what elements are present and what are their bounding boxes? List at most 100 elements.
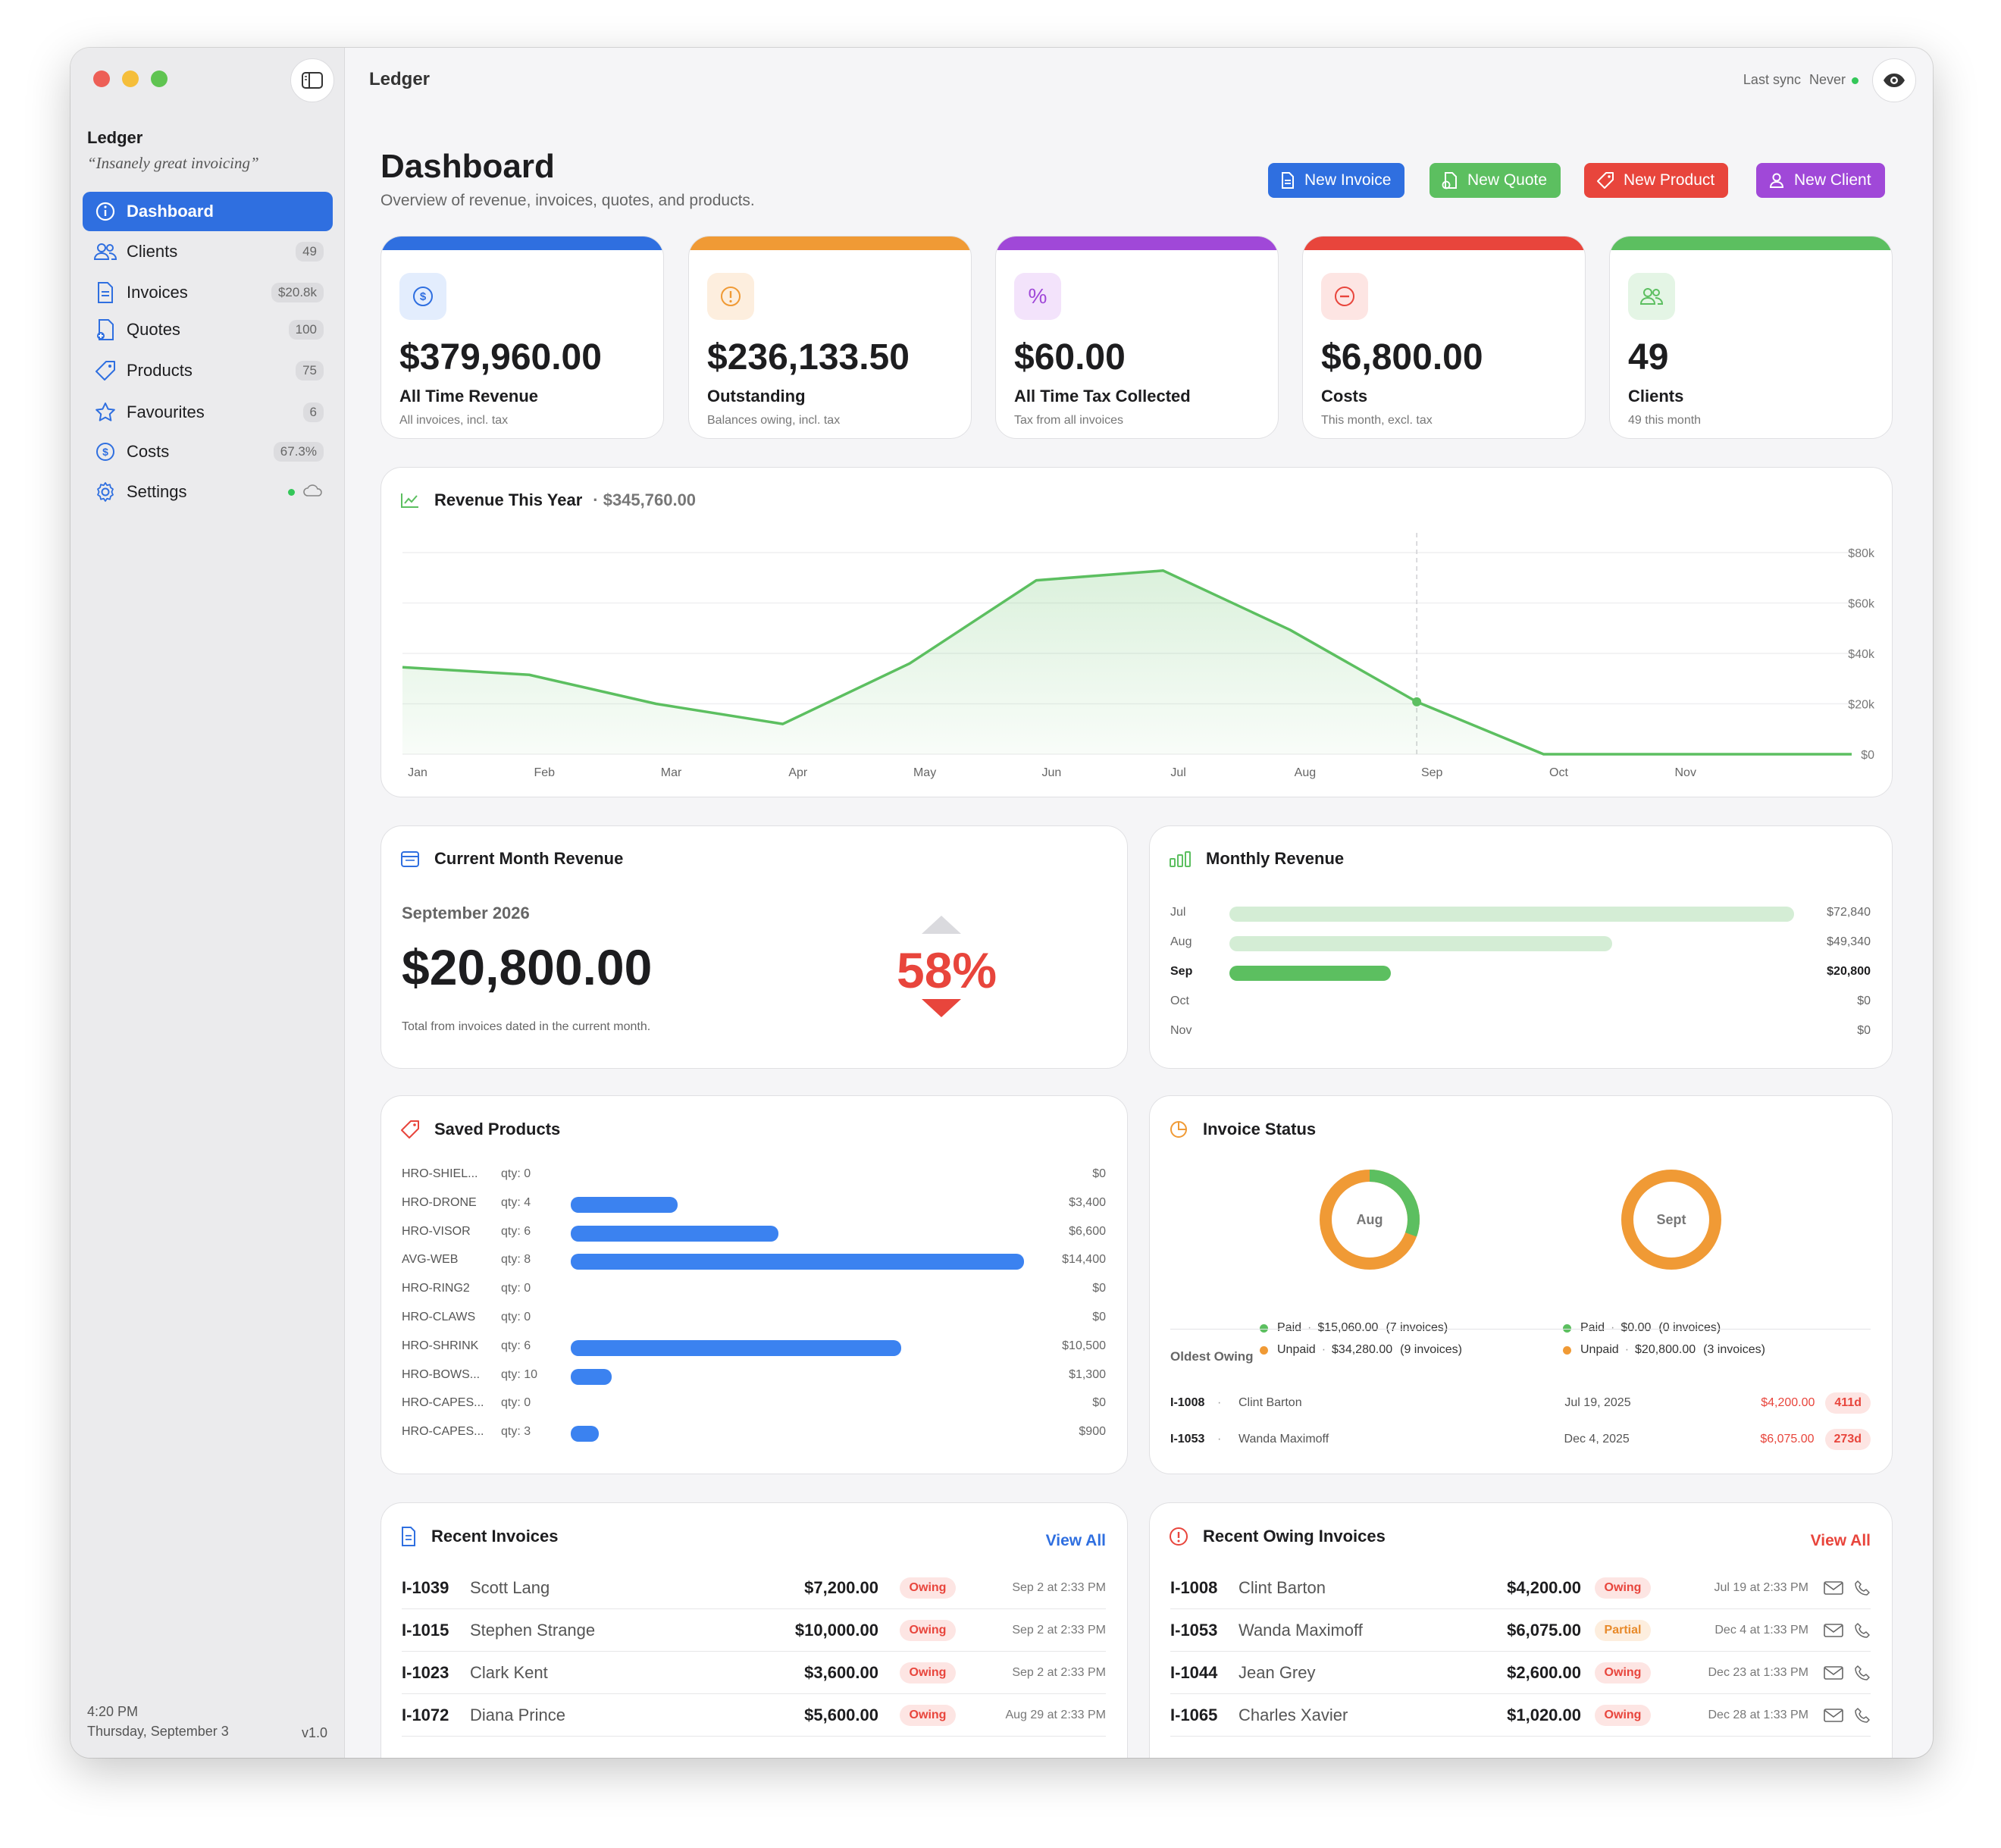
app-name: Ledger xyxy=(87,128,143,147)
table-row[interactable]: I-1072 Diana Prince $5,600.00 Owing Aug 29 a… xyxy=(402,1694,1106,1737)
count-badge: 67.3% xyxy=(273,442,324,462)
status-cell: Owing xyxy=(1581,1704,1664,1726)
phone-icon[interactable] xyxy=(1854,1665,1871,1681)
minimize-window-button[interactable] xyxy=(122,70,139,87)
stat-accent-bar xyxy=(381,236,663,250)
close-window-button[interactable] xyxy=(93,70,110,87)
legend-dot xyxy=(1563,1323,1571,1333)
stat-description: 49 this month xyxy=(1628,414,1702,427)
table-row[interactable]: I-1015 Stephen Strange $10,000.00 Owing Sep … xyxy=(402,1609,1106,1652)
zoom-window-button[interactable] xyxy=(151,70,168,87)
star-icon xyxy=(93,400,117,424)
new-invoice-button[interactable]: New Invoice xyxy=(1268,163,1405,198)
product-value-bar xyxy=(571,1368,612,1385)
invoice-id: I-1072 xyxy=(402,1705,449,1724)
series-line xyxy=(402,569,1852,756)
phone-icon[interactable] xyxy=(1854,1707,1871,1724)
status-badge: Owing xyxy=(1594,1662,1652,1684)
invoice-date: Dec 23 at 1:33 PM xyxy=(1708,1665,1808,1679)
sidebar-item-quotes[interactable]: Quotes 100 xyxy=(83,310,333,349)
month-revenue-bar xyxy=(1229,966,1391,981)
sidebar-item-label: Invoices xyxy=(127,283,188,302)
sidebar-item-products[interactable]: Products 75 xyxy=(83,351,333,390)
phone-icon[interactable] xyxy=(1854,1622,1871,1639)
document-icon xyxy=(93,280,117,305)
legend-count: (3 invoices) xyxy=(1703,1343,1765,1356)
gear-icon xyxy=(93,480,117,504)
privacy-toggle-button[interactable] xyxy=(1872,58,1916,102)
document-icon xyxy=(1282,172,1294,189)
stat-label: All Time Revenue xyxy=(399,387,538,406)
table-row[interactable]: I-1044 Jean Grey $2,600.00 Owing Dec 23 at 1… xyxy=(1170,1652,1871,1694)
sidebar-item-dashboard[interactable]: Dashboard xyxy=(83,192,333,231)
x-tick-label: Aug xyxy=(1295,766,1316,779)
status-cell: Owing xyxy=(878,1704,977,1726)
view-all-invoices-link[interactable]: View All xyxy=(1045,1532,1106,1549)
sidebar-item-clients[interactable]: Clients 49 xyxy=(83,232,333,271)
button-label: New Client xyxy=(1794,171,1871,189)
product-value: $1,300 xyxy=(1069,1367,1106,1381)
oldest-owing-row[interactable]: I-1053 · Wanda Maximoff Dec 4, 2025 $6,075.0… xyxy=(1170,1427,1871,1452)
email-icon[interactable] xyxy=(1824,1580,1843,1596)
legend-unpaid: Unpaid · $34,280.00 (9 invoices) xyxy=(1260,1343,1462,1357)
trend-down-arrow-icon xyxy=(922,999,961,1017)
table-row[interactable]: I-1053 Wanda Maximoff $6,075.00 Partial Dec … xyxy=(1170,1609,1871,1652)
status-badge: Owing xyxy=(899,1577,957,1599)
new-quote-button[interactable]: New Quote xyxy=(1430,163,1561,198)
email-icon[interactable] xyxy=(1824,1708,1843,1723)
sidebar-item-costs[interactable]: $ Costs 67.3% xyxy=(83,432,333,471)
app-version: v1.0 xyxy=(301,1725,327,1740)
count-badge: 75 xyxy=(296,361,324,381)
table-row[interactable]: I-1039 Scott Lang $7,200.00 Owing Sep 2 at 2… xyxy=(402,1567,1106,1609)
card-title-text: Invoice Status xyxy=(1203,1120,1317,1139)
status-cell: Owing xyxy=(1581,1662,1664,1684)
table-row[interactable]: I-1008 Clint Barton $4,200.00 Owing Jul 19 a… xyxy=(1170,1567,1871,1609)
y-tick-label: $60k xyxy=(1848,598,1875,611)
separator: · xyxy=(1217,1433,1222,1446)
phone-icon[interactable] xyxy=(1854,1580,1871,1596)
oldest-owing-row[interactable]: I-1008 · Clint Barton Jul 19, 2025 $4,200.00… xyxy=(1170,1390,1871,1416)
sidebar-item-favourites[interactable]: Favourites 6 xyxy=(83,393,333,432)
svg-text:$: $ xyxy=(102,446,108,458)
page-title: Dashboard xyxy=(380,148,555,185)
new-client-button[interactable]: New Client xyxy=(1756,163,1885,198)
month-label: Aug xyxy=(1170,935,1192,948)
x-tick-label: May xyxy=(913,766,936,779)
stat-label: Outstanding xyxy=(707,387,806,406)
donut-center-label: Sept xyxy=(1656,1212,1686,1227)
stat-description: This month, excl. tax xyxy=(1321,414,1433,427)
sync-label: Last sync xyxy=(1743,72,1801,87)
stat-accent-bar xyxy=(689,236,971,250)
email-icon[interactable] xyxy=(1824,1623,1843,1638)
legend-unpaid: Unpaid · $20,800.00 (3 invoices) xyxy=(1563,1343,1765,1357)
product-value-bar xyxy=(571,1254,1024,1270)
revenue-chart-card: Revenue This Year · $345,760.00 $80k $60k… xyxy=(380,467,1893,797)
email-icon[interactable] xyxy=(1824,1665,1843,1680)
x-tick-label: Jun xyxy=(1041,766,1061,779)
x-tick-label: Sep xyxy=(1421,766,1443,779)
sidebar-item-settings[interactable]: Settings xyxy=(83,472,333,512)
month-revenue-value: $49,340 xyxy=(1827,935,1871,948)
status-badge: Owing xyxy=(1594,1704,1652,1726)
new-product-button[interactable]: New Product xyxy=(1584,163,1729,198)
table-row[interactable]: I-1065 Charles Xavier $1,020.00 Owing Dec 28… xyxy=(1170,1694,1871,1737)
sidebar-item-label: Products xyxy=(127,361,193,380)
product-value: $0 xyxy=(1092,1311,1106,1323)
table-row[interactable]: I-1023 Clark Kent $3,600.00 Owing Sep 2 at 2… xyxy=(402,1652,1106,1694)
status-badge: Owing xyxy=(899,1662,957,1684)
stat-label: Clients xyxy=(1628,387,1684,406)
legend-label: Paid xyxy=(1580,1321,1605,1334)
legend-paid: Paid · $0.00 (0 invoices) xyxy=(1563,1321,1721,1335)
person-icon xyxy=(1769,173,1784,188)
sidebar-item-invoices[interactable]: Invoices $20.8k xyxy=(83,273,333,312)
product-qty: qty: 0 xyxy=(501,1167,531,1180)
month-revenue-bar xyxy=(1229,907,1794,922)
y-tick-label: $0 xyxy=(1861,749,1874,762)
legend-dot xyxy=(1563,1345,1571,1355)
clock-date: Thursday, September 3 xyxy=(87,1724,229,1739)
legend-label: Paid xyxy=(1277,1321,1302,1334)
invoice-amount: $7,200.00 xyxy=(804,1577,878,1597)
product-sku: HRO-CAPES... xyxy=(402,1425,484,1439)
view-all-owing-link[interactable]: View All xyxy=(1810,1532,1871,1549)
sidebar-toggle-button[interactable] xyxy=(290,58,334,102)
